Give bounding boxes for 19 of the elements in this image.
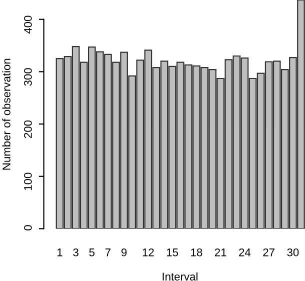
x-tick-label: 21 [214, 248, 226, 256]
x-tick-label: 5 [89, 248, 95, 256]
x-tick-label: 7 [105, 248, 111, 256]
y-tick-label: 400 [24, 16, 32, 34]
x-tick-label: 18 [191, 248, 202, 256]
x-tick-label: 15 [166, 248, 178, 256]
y-axis-title: Number of observation [2, 58, 10, 170]
y-tick-label: 0 [24, 225, 32, 230]
x-tick-label: 12 [142, 248, 154, 256]
x-tick-label: 30 [287, 248, 299, 256]
x-tick-label: 9 [121, 248, 127, 256]
x-tick-label: 27 [263, 248, 274, 256]
y-tick-label: 300 [24, 68, 32, 86]
x-axis-title: Interval [162, 272, 198, 281]
x-tick-label: 1 [57, 248, 62, 256]
x-tick-label: 24 [239, 248, 251, 256]
y-tick-label: 200 [24, 120, 32, 138]
y-tick-label: 100 [24, 172, 32, 190]
x-tick-label: 3 [73, 248, 78, 256]
